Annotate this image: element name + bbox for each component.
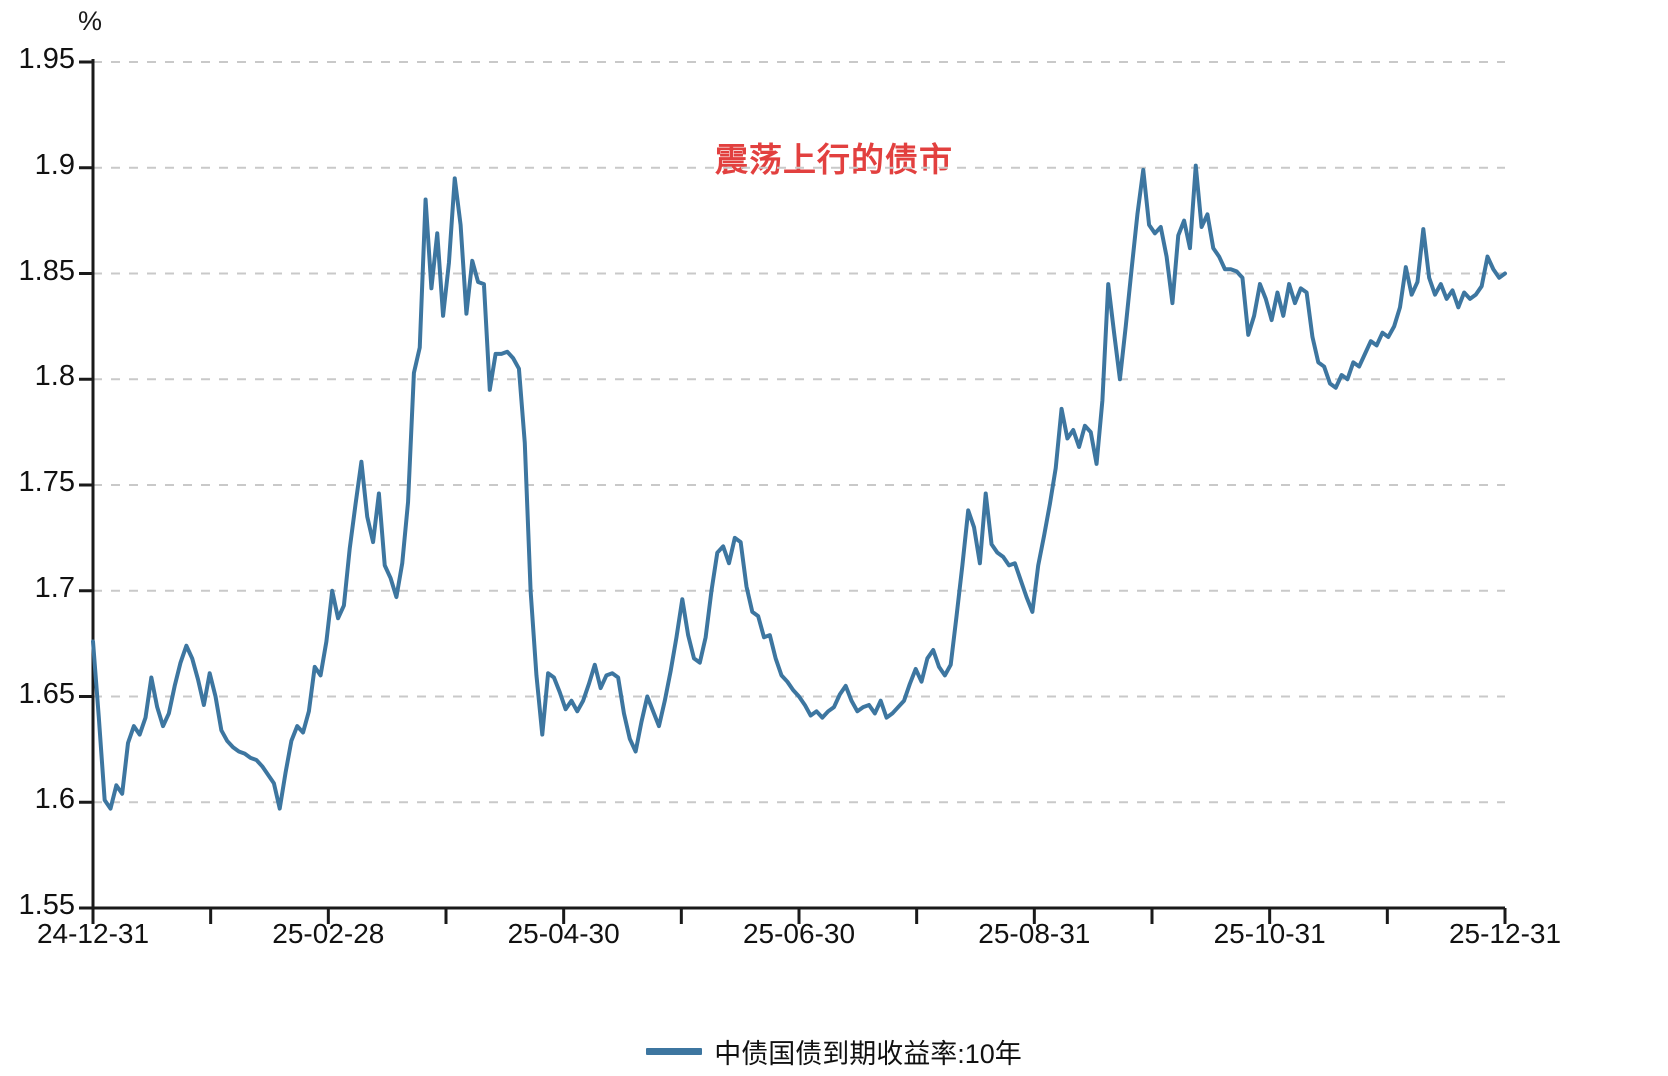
y-axis-tick-label: 1.55 — [18, 889, 75, 921]
x-axis-tick-label: 25-10-31 — [1213, 918, 1326, 949]
x-axis-tick-label: 25-06-30 — [742, 918, 856, 949]
y-axis-tick-label: 1.9 — [34, 148, 75, 181]
series-line-10y-cgb-yield — [91, 163, 1507, 811]
y-axis-tick-label: 1.85 — [18, 254, 75, 287]
axis-ticks-group — [79, 60, 1507, 924]
gridlines-group — [93, 61, 1505, 804]
chart-legend: 中债国债到期收益率:10年 — [0, 1032, 1668, 1071]
chart-title: 震荡上行的债市 — [715, 141, 953, 178]
data-series-group — [91, 163, 1507, 811]
x-axis-tick-label: 25-12-31 — [1448, 918, 1562, 949]
y-axis-tick-label: 1.65 — [18, 677, 75, 710]
y-axis-tick-label: 1.95 — [18, 43, 75, 75]
x-axis-tick-label: 25-08-31 — [978, 918, 1091, 949]
legend-label-10y-cgb-yield: 中债国债到期收益率:10年 — [714, 1039, 1022, 1069]
axis-lines-group — [91, 59, 1505, 910]
y-axis-tick-label: 1.75 — [18, 466, 75, 498]
y-axis-tick-label: 1.7 — [34, 571, 75, 604]
x-axis-tick-label: 24-12-31 — [36, 918, 150, 949]
y-axis-unit-label: % — [78, 6, 103, 36]
y-axis-tick-label: 1.8 — [34, 360, 75, 393]
y-axis-tick-label: 1.6 — [34, 783, 75, 816]
x-axis-tick-label: 25-02-28 — [272, 918, 385, 949]
legend-line-swatch — [646, 1048, 703, 1055]
x-axis-tick-label: 25-04-30 — [507, 918, 620, 949]
